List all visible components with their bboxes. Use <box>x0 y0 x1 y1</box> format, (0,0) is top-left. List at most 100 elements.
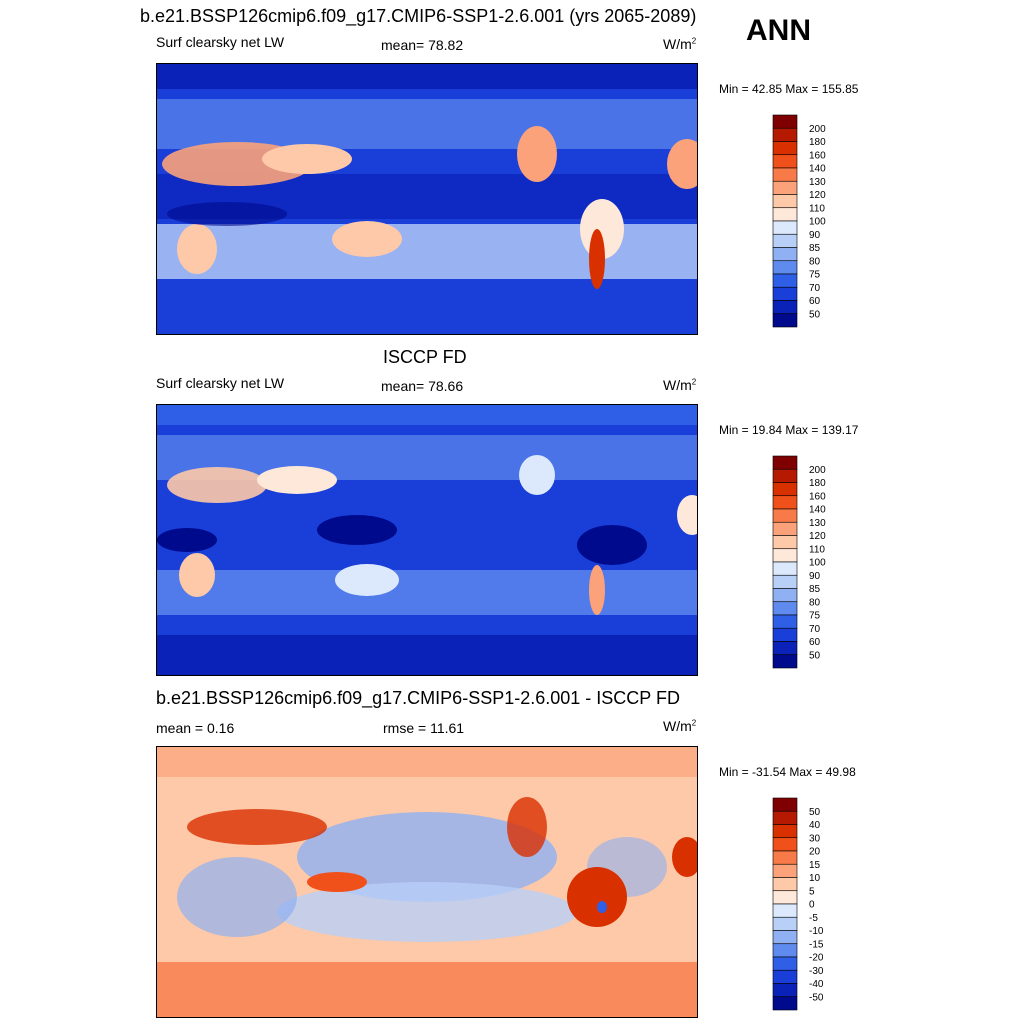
colorbar-tick-label: 140 <box>809 505 826 516</box>
colorbar-tick-label: 20 <box>809 847 821 858</box>
colorbar-swatch <box>772 561 798 576</box>
panel-1-colorbar-svg: 200 180 160 140 130 120 110 100 90 85 80 75 70 60 50 <box>772 114 826 328</box>
colorbar-tick-label: 50 <box>809 309 821 320</box>
colorbar-tick-label: -50 <box>809 992 824 1003</box>
panel-2-colorbar: 200 180 160 140 130 120 110 100 90 85 80 75 70 60 50 <box>772 455 826 669</box>
panel-1-colorbar: 200 180 160 140 130 120 110 100 90 85 80 75 70 60 50 <box>772 114 826 328</box>
colorbar-tick-label: 180 <box>809 137 826 148</box>
colorbar-swatch <box>772 167 798 182</box>
colorbar-tick-label: 60 <box>809 296 821 307</box>
colorbar-swatch <box>772 247 798 262</box>
panel-3-units: W/m2 <box>663 718 697 734</box>
colorbar-tick-label: 110 <box>809 203 825 214</box>
colorbar-tick-label: 0 <box>809 900 815 911</box>
colorbar-tick-label: 130 <box>809 518 826 529</box>
panel-2-title: ISCCP FD <box>383 347 467 367</box>
colorbar-tick-label: 80 <box>809 256 821 267</box>
colorbar-swatch <box>772 850 798 865</box>
colorbar-tick-label: 100 <box>809 558 826 569</box>
colorbar-tick-label: 90 <box>809 571 821 582</box>
panel-3-rmse: rmse = 11.61 <box>383 720 465 736</box>
colorbar-swatch <box>772 548 798 563</box>
colorbar-tick-label: 50 <box>809 650 821 661</box>
colorbar-tick-label: 90 <box>809 230 821 241</box>
colorbar-swatch <box>772 654 798 669</box>
colorbar-tick-label: 180 <box>809 478 826 489</box>
colorbar-tick-label: 10 <box>809 873 821 884</box>
colorbar-swatch <box>772 863 798 878</box>
colorbar-tick-label: 30 <box>809 833 821 844</box>
panel-3-title: b.e21.BSSP126cmip6.f09_g17.CMIP6-SSP1-2.… <box>156 688 680 708</box>
colorbar-swatch <box>772 943 798 958</box>
colorbar-swatch <box>772 194 798 209</box>
panel-1-map <box>156 63 698 335</box>
colorbar-tick-label: 80 <box>809 597 821 608</box>
colorbar-swatch <box>772 127 798 142</box>
colorbar-swatch <box>772 614 798 629</box>
colorbar-tick-label: 200 <box>809 124 826 135</box>
colorbar-swatch <box>772 521 798 536</box>
colorbar-tick-label: 130 <box>809 177 826 188</box>
panel-2-units: W/m2 <box>663 377 697 393</box>
panel-3-mean: mean = 0.16 <box>156 720 235 736</box>
colorbar-tick-label: 140 <box>809 164 826 175</box>
colorbar-swatch <box>772 233 798 248</box>
colorbar-tick-label: -10 <box>809 926 824 937</box>
colorbar-tick-label: 15 <box>809 860 821 871</box>
panel-3-minmax: Min = -31.54 Max = 49.98 <box>719 765 856 779</box>
colorbar-swatch <box>772 877 798 892</box>
colorbar-swatch <box>772 956 798 971</box>
colorbar-swatch <box>772 930 798 945</box>
colorbar-tick-label: 75 <box>809 611 821 622</box>
panel-2-map-svg <box>157 405 697 675</box>
colorbar-tick-label: 100 <box>809 217 826 228</box>
colorbar-swatch <box>772 180 798 195</box>
colorbar-tick-label: -40 <box>809 979 824 990</box>
colorbar-tick-label: 110 <box>809 544 825 555</box>
panel-1-minmax: Min = 42.85 Max = 155.85 <box>719 82 859 96</box>
panel-1-variable: Surf clearsky net LW <box>156 34 285 50</box>
colorbar-tick-label: 75 <box>809 270 821 281</box>
colorbar-tick-label: 85 <box>809 584 821 595</box>
colorbar-tick-label: 60 <box>809 637 821 648</box>
colorbar-swatch <box>772 468 798 483</box>
colorbar-swatch <box>772 601 798 616</box>
colorbar-tick-label: 120 <box>809 531 826 542</box>
colorbar-swatch <box>772 455 798 470</box>
panel-1-mean: mean= 78.82 <box>381 37 464 53</box>
colorbar-tick-label: -5 <box>809 913 818 924</box>
panel-1-title: b.e21.BSSP126cmip6.f09_g17.CMIP6-SSP1-2.… <box>140 6 697 26</box>
colorbar-swatch <box>772 983 798 998</box>
colorbar-swatch <box>772 300 798 315</box>
colorbar-swatch <box>772 837 798 852</box>
colorbar-swatch <box>772 273 798 288</box>
panel-2-colorbar-svg: 200 180 160 140 130 120 110 100 90 85 80 75 70 60 50 <box>772 455 826 669</box>
colorbar-swatch <box>772 508 798 523</box>
panel-2-minmax: Min = 19.84 Max = 139.17 <box>719 423 859 437</box>
colorbar-swatch <box>772 641 798 656</box>
colorbar-swatch <box>772 824 798 839</box>
colorbar-tick-label: 85 <box>809 243 821 254</box>
season-label: ANN <box>746 14 811 47</box>
colorbar-swatch <box>772 141 798 156</box>
colorbar-tick-label: 50 <box>809 807 821 818</box>
colorbar-swatch <box>772 154 798 169</box>
panel-2-variable: Surf clearsky net LW <box>156 375 285 391</box>
colorbar-tick-label: -30 <box>809 966 824 977</box>
colorbar-swatch <box>772 797 798 812</box>
colorbar-swatch <box>772 996 798 1011</box>
panel-3-colorbar: 50 40 30 20 15 10 5 0 -5 -10 -15 -20 -30 -40 -50 <box>772 797 824 1011</box>
colorbar-swatch <box>772 286 798 301</box>
colorbar-tick-label: 70 <box>809 624 821 635</box>
colorbar-swatch <box>772 916 798 931</box>
colorbar-tick-label: 120 <box>809 190 826 201</box>
colorbar-swatch <box>772 535 798 550</box>
colorbar-tick-label: -15 <box>809 939 824 950</box>
colorbar-swatch <box>772 114 798 129</box>
panel-1-map-svg <box>157 64 697 334</box>
colorbar-swatch <box>772 207 798 222</box>
colorbar-swatch <box>772 890 798 905</box>
colorbar-tick-label: 5 <box>809 886 815 897</box>
colorbar-swatch <box>772 969 798 984</box>
panel-1-units: W/m2 <box>663 36 697 52</box>
